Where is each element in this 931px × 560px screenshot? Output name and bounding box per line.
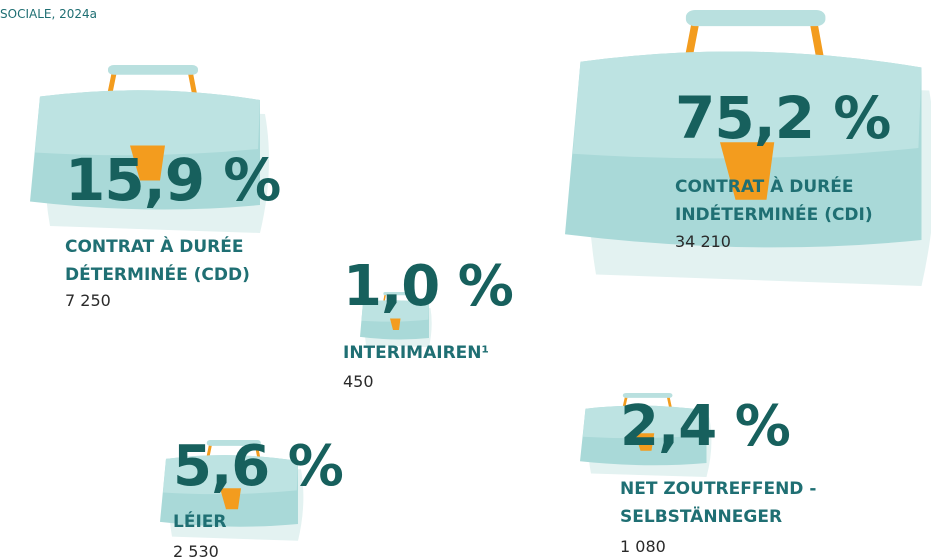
percent: 75,2 % [675,84,890,152]
items: 15,9 % CONTRAT À DURÉE DÉTERMINÉE (CDD) 7 2… [65,84,891,560]
label: SELBSTÄNNEGER [620,505,782,527]
source: SOCIALE, 2024a [0,7,97,21]
label: LÉIER [173,510,226,532]
label: DÉTERMINÉE (CDD) [65,263,250,285]
count: 34 210 [675,232,731,251]
count: 7 250 [65,291,111,310]
count: 1 080 [620,537,666,556]
label: CONTRAT À DURÉE [675,175,854,197]
percent: 5,6 % [173,434,343,499]
label: INTERIMAIREN¹ [343,343,489,363]
count: 2 530 [173,542,219,560]
label: CONTRAT À DURÉE [65,235,244,257]
percent: 15,9 % [65,146,280,214]
percent: 1,0 % [343,254,513,319]
count: 450 [343,372,374,391]
percent: 2,4 % [620,394,790,459]
label: INDÉTERMINÉE (CDI) [675,203,873,225]
label: NET ZOUTREFFEND - [620,479,816,499]
